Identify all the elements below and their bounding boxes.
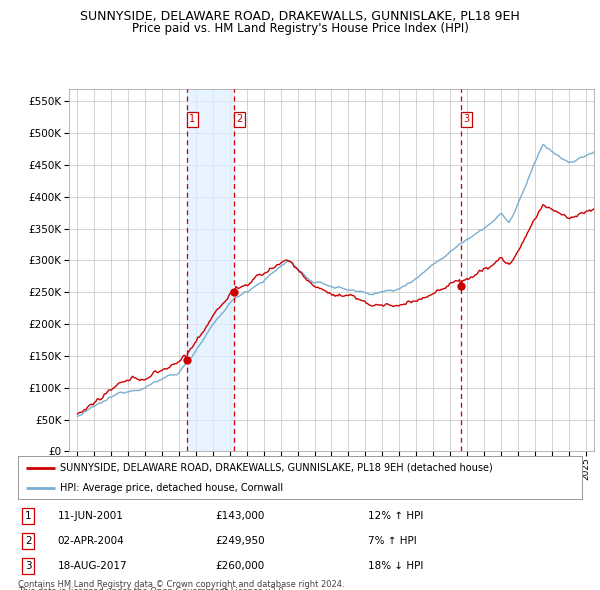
Text: 02-APR-2004: 02-APR-2004	[58, 536, 124, 546]
Text: £249,950: £249,950	[215, 536, 265, 546]
Text: SUNNYSIDE, DELAWARE ROAD, DRAKEWALLS, GUNNISLAKE, PL18 9EH: SUNNYSIDE, DELAWARE ROAD, DRAKEWALLS, GU…	[80, 10, 520, 23]
Text: Price paid vs. HM Land Registry's House Price Index (HPI): Price paid vs. HM Land Registry's House …	[131, 22, 469, 35]
Text: £260,000: £260,000	[215, 560, 265, 571]
Text: 7% ↑ HPI: 7% ↑ HPI	[368, 536, 416, 546]
Text: 3: 3	[25, 560, 31, 571]
Text: HPI: Average price, detached house, Cornwall: HPI: Average price, detached house, Corn…	[60, 483, 283, 493]
Text: 1: 1	[189, 114, 195, 124]
Text: Contains HM Land Registry data © Crown copyright and database right 2024.: Contains HM Land Registry data © Crown c…	[18, 580, 344, 589]
Text: 1: 1	[25, 512, 31, 521]
Text: 2: 2	[25, 536, 31, 546]
Bar	[187, 88, 234, 451]
Text: 12% ↑ HPI: 12% ↑ HPI	[368, 512, 423, 521]
Text: £143,000: £143,000	[215, 512, 265, 521]
Text: 18% ↓ HPI: 18% ↓ HPI	[368, 560, 423, 571]
Text: 18-AUG-2017: 18-AUG-2017	[58, 560, 127, 571]
Text: 2: 2	[236, 114, 243, 124]
Text: 3: 3	[463, 114, 469, 124]
Text: This data is licensed under the Open Government Licence v3.0.: This data is licensed under the Open Gov…	[18, 587, 286, 590]
Text: 11-JUN-2001: 11-JUN-2001	[58, 512, 124, 521]
Text: SUNNYSIDE, DELAWARE ROAD, DRAKEWALLS, GUNNISLAKE, PL18 9EH (detached house): SUNNYSIDE, DELAWARE ROAD, DRAKEWALLS, GU…	[60, 463, 493, 473]
